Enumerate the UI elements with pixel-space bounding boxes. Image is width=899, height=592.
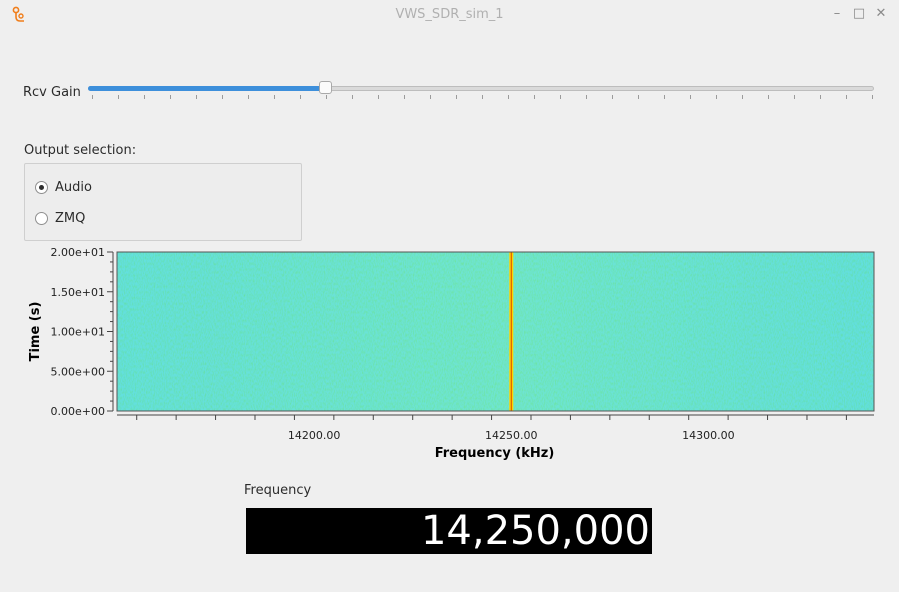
slider-tick (794, 95, 795, 99)
slider-tick (768, 95, 769, 99)
slider-tick (404, 95, 405, 99)
slider-tick (248, 95, 249, 99)
slider-tick (170, 95, 171, 99)
frequency-label: Frequency (244, 483, 312, 498)
y-axis: 0.00e+00 5.00e+00 1.00e+01 1.50e+01 2.00e+01 (51, 246, 114, 418)
slider-tick (820, 95, 821, 99)
y-tick-label: 0.00e+00 (51, 405, 105, 418)
waterfall-noise (117, 252, 874, 411)
radio-audio[interactable]: Audio (35, 178, 92, 196)
radio-zmq[interactable]: ZMQ (35, 209, 85, 227)
slider-tick (300, 95, 301, 99)
slider-tick (92, 95, 93, 99)
frequency-display: 14,250,000 (246, 508, 652, 554)
title-bar: VWS_SDR_sim_1 – □ ✕ (0, 0, 899, 30)
slider-tick (430, 95, 431, 99)
slider-ticks (92, 95, 873, 99)
radio-zmq-indicator[interactable] (35, 211, 48, 225)
x-tick-label: 14300.00 (682, 429, 735, 442)
slider-tick (482, 95, 483, 99)
output-selection-group: Audio ZMQ (24, 163, 302, 241)
y-tick-label: 1.50e+01 (51, 286, 105, 299)
slider-tick (664, 95, 665, 99)
slider-tick (196, 95, 197, 99)
slider-tick (742, 95, 743, 99)
x-axis: 14200.00 14250.00 14300.00 (117, 414, 874, 442)
slider-fill (88, 86, 324, 91)
close-icon[interactable]: ✕ (875, 6, 887, 21)
slider-tick (638, 95, 639, 99)
gnuradio-app-icon (12, 6, 24, 22)
y-tick-label: 1.00e+01 (51, 326, 105, 339)
x-tick-label: 14250.00 (485, 429, 538, 442)
radio-audio-indicator[interactable] (35, 180, 48, 194)
slider-tick (872, 95, 873, 99)
slider-tick (586, 95, 587, 99)
y-axis-label: Time (s) (28, 302, 43, 362)
rcv-gain-slider[interactable] (88, 81, 875, 103)
slider-tick (378, 95, 379, 99)
slider-tick (326, 95, 327, 99)
y-tick-label: 5.00e+00 (51, 365, 105, 378)
slider-tick (144, 95, 145, 99)
slider-tick (508, 95, 509, 99)
slider-tick (560, 95, 561, 99)
signal-line-core (510, 252, 512, 411)
x-axis-label: Frequency (kHz) (435, 446, 555, 461)
y-tick-label: 2.00e+01 (51, 246, 105, 259)
radio-audio-label: Audio (55, 179, 92, 195)
slider-tick (456, 95, 457, 99)
rcv-gain-label: Rcv Gain (23, 85, 81, 100)
slider-handle[interactable] (319, 81, 332, 94)
slider-tick (534, 95, 535, 99)
slider-tick (352, 95, 353, 99)
plot-frame (116, 251, 875, 412)
slider-tick (846, 95, 847, 99)
slider-tick (612, 95, 613, 99)
window-title: VWS_SDR_sim_1 (395, 7, 504, 22)
x-tick-label: 14200.00 (288, 429, 341, 442)
maximize-icon[interactable]: □ (852, 6, 866, 21)
waterfall-plot-area[interactable] (116, 251, 875, 412)
output-selection-label: Output selection: (24, 143, 137, 158)
slider-tick (274, 95, 275, 99)
slider-tick (118, 95, 119, 99)
minimize-icon[interactable]: – (833, 6, 841, 21)
radio-zmq-label: ZMQ (55, 210, 86, 226)
slider-tick (222, 95, 223, 99)
waterfall-plot[interactable]: 14200.00 14250.00 14300.00 0.00e+00 5.00e+0… (0, 245, 899, 465)
slider-tick (690, 95, 691, 99)
slider-tick (716, 95, 717, 99)
